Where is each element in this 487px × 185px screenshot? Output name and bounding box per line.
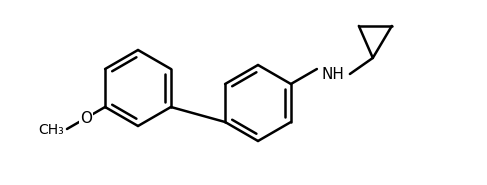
- Text: NH: NH: [322, 66, 345, 82]
- Text: CH₃: CH₃: [38, 124, 64, 137]
- Text: O: O: [80, 110, 92, 125]
